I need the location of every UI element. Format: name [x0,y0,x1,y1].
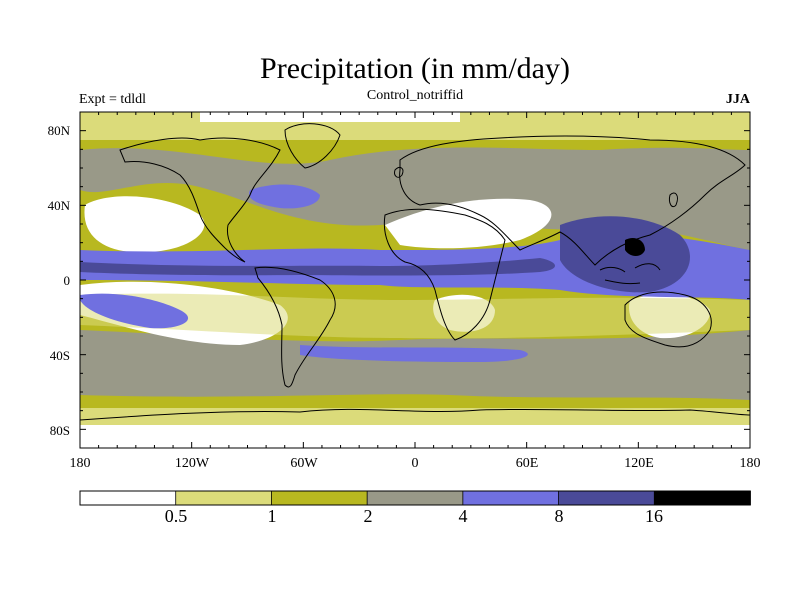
colorbar-label-8: 8 [554,506,564,526]
coast-africa [383,208,506,341]
colorbar-swatch [271,490,369,506]
lon-label-120e: 120E [624,456,654,471]
colorbar-label-2: 2 [363,506,373,526]
colorbar-swatch [366,490,464,506]
lat-label-80n: 80N [47,123,70,138]
field-sahara-dry [385,198,552,249]
field-sh-wet-belt [80,293,189,329]
lat-label-40s: 40S [49,348,70,363]
colorbar-label-1: 1 [267,506,277,526]
colorbar-swatch [79,490,177,506]
coast-north-america [119,137,281,263]
coast-south-america [254,266,336,388]
colorbar-swatch [462,490,560,506]
colorbar-swatch [558,490,656,506]
coast-japan [669,192,678,208]
precipitation-field [80,112,750,448]
lon-label-60e: 60E [515,456,539,471]
field-arctic-dry [200,112,460,122]
field-n-atlantic-wet [249,184,320,209]
colorbar-swatch [175,490,273,506]
lat-label-80s: 80S [49,423,70,438]
coast-europe-asia [399,135,746,266]
run-label: Control_notriffid [366,88,464,103]
lat-label-0: 0 [63,273,71,288]
colorbar-swatch [653,490,751,506]
field-n-pacific-dry [84,196,205,253]
axis-ticks [79,111,751,449]
colorbar-label-16: 16 [645,506,663,526]
coast-australia [624,291,712,348]
field-sh-storm-track [80,330,750,400]
field-itcz-core [80,258,555,276]
experiment-label: Expt = tdldl [79,92,147,107]
coastlines [80,123,750,421]
colorbar-frame [79,490,751,506]
coast-antarctica [80,408,750,421]
coast-indonesia [599,263,661,285]
colorbar-label-4: 4 [458,506,468,526]
field-sh-subtropics-light [80,293,750,339]
map-title: Precipitation (in mm/day) [260,52,570,85]
lat-label-40n: 40N [47,198,70,213]
field-monsoon-core [560,216,690,293]
coast-british-isles [394,167,404,178]
colorbar [79,490,751,506]
field-maritime-continent-max [625,238,645,256]
season-label: JJA [725,92,750,107]
lon-label-60w: 60W [290,456,318,471]
field-s-ocean-wet [300,345,528,362]
field-antarctic-dry [80,425,750,448]
coast-greenland [284,123,341,169]
colorbar-label-0-5: 0.5 [164,506,188,526]
lon-label-0: 0 [411,456,419,471]
lon-label-180e: 180 [739,456,761,471]
lon-label-180w: 180 [69,456,91,471]
lon-label-120w: 120W [174,456,210,471]
